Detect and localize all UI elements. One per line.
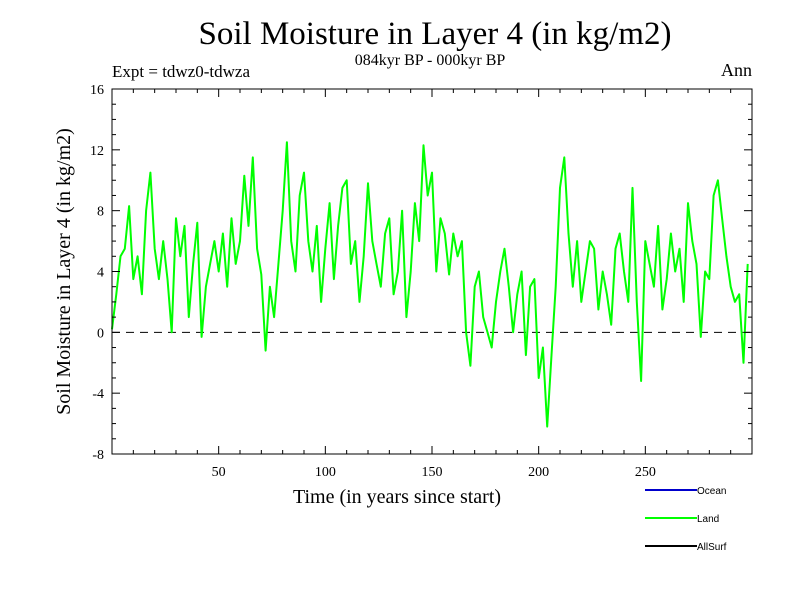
period-label: Ann: [721, 60, 752, 80]
x-tick-label: 50: [212, 465, 226, 480]
legend-label-allsurf: AllSurf: [697, 542, 727, 553]
x-tick-label: 200: [528, 465, 549, 480]
y-axis-label: Soil Moisture in Layer 4 (in kg/m2): [53, 128, 75, 415]
y-tick-label: 8: [97, 205, 104, 220]
y-tick-label: 0: [97, 326, 104, 341]
series-line-land: [111, 141, 749, 428]
y-tick-label: 4: [97, 266, 104, 281]
experiment-label: Expt = tdwz0-tdwza: [112, 62, 250, 81]
y-tick-label: 16: [90, 83, 104, 98]
legend-label-ocean: Ocean: [697, 486, 726, 497]
legend: Ocean Land AllSurf: [645, 486, 727, 553]
y-tick-label: 12: [90, 144, 104, 159]
y-tick-label: -4: [92, 387, 104, 402]
x-tick-label: 100: [315, 465, 336, 480]
legend-label-land: Land: [697, 514, 719, 525]
chart-title: Soil Moisture in Layer 4 (in kg/m2): [198, 16, 672, 52]
chart-subtitle: 084kyr BP - 000kyr BP: [354, 52, 506, 69]
y-tick-label: -8: [92, 448, 104, 463]
x-tick-label: 150: [422, 465, 443, 480]
x-tick-label: 250: [635, 465, 656, 480]
x-axis-label: Time (in years since start): [293, 486, 501, 508]
